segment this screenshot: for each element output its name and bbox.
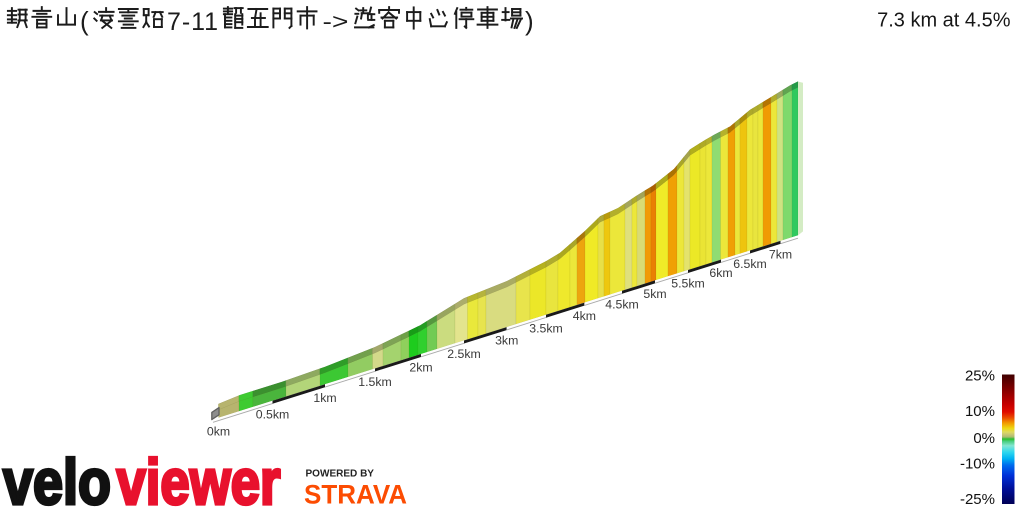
svg-text:6.5km: 6.5km xyxy=(733,257,767,271)
svg-text:4km: 4km xyxy=(573,309,596,323)
svg-text:10%: 10% xyxy=(965,403,995,420)
svg-text:0.5km: 0.5km xyxy=(256,407,290,421)
svg-text:3.5km: 3.5km xyxy=(529,321,563,335)
svg-text:1km: 1km xyxy=(313,391,336,405)
svg-text:-10%: -10% xyxy=(960,456,995,473)
svg-text:viewer: viewer xyxy=(117,446,281,512)
svg-text:2km: 2km xyxy=(409,361,432,375)
svg-text:7-11: 7-11 xyxy=(167,8,218,36)
svg-text:7.3 km at 4.5%: 7.3 km at 4.5% xyxy=(877,10,1011,32)
svg-text:(: ( xyxy=(80,6,89,36)
svg-text:5.5km: 5.5km xyxy=(671,277,705,291)
svg-text:POWERED BY: POWERED BY xyxy=(306,467,375,479)
svg-text:velo: velo xyxy=(3,446,111,512)
svg-text:STRAVA: STRAVA xyxy=(304,480,407,510)
svg-text:5km: 5km xyxy=(643,287,666,301)
svg-text:): ) xyxy=(525,6,534,36)
svg-text:6km: 6km xyxy=(709,266,732,280)
svg-text:7km: 7km xyxy=(769,248,792,262)
svg-text:-25%: -25% xyxy=(960,491,995,508)
svg-text:0%: 0% xyxy=(973,430,995,447)
svg-text:1.5km: 1.5km xyxy=(358,375,392,389)
svg-text:3km: 3km xyxy=(495,334,518,348)
svg-text:->: -> xyxy=(323,9,349,34)
svg-text:25%: 25% xyxy=(965,368,995,385)
svg-text:0km: 0km xyxy=(207,424,230,438)
svg-text:4.5km: 4.5km xyxy=(605,297,639,311)
svg-text:2.5km: 2.5km xyxy=(447,347,481,361)
